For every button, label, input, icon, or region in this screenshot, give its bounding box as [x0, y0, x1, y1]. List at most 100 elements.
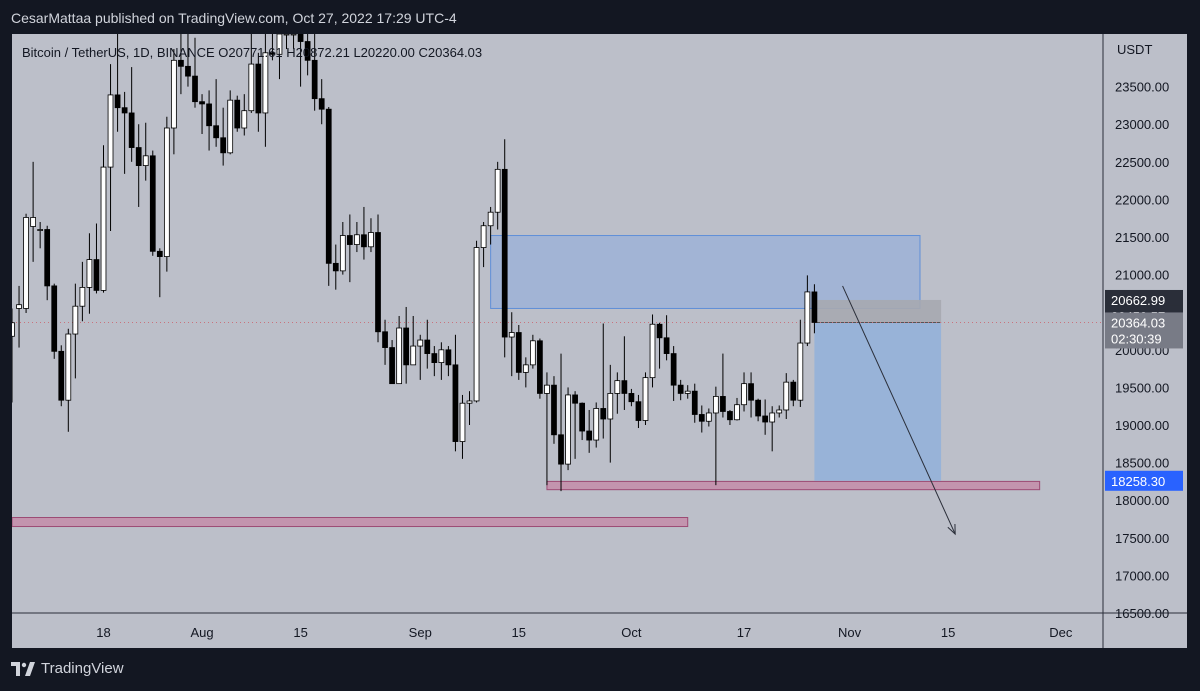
candle-down — [114, 94, 121, 109]
candle-up — [354, 234, 360, 245]
candle-up — [86, 259, 93, 288]
candle-up — [684, 390, 691, 394]
tradingview-logo-icon — [11, 661, 35, 676]
candle-down — [332, 262, 339, 272]
candle-down — [572, 394, 578, 404]
price-tick-label: 18000.00 — [1115, 493, 1169, 508]
time-tick-label: 17 — [737, 625, 751, 640]
candle-down — [628, 393, 635, 403]
candle-up — [12, 322, 15, 337]
candle-up — [649, 323, 656, 379]
candle-up — [480, 225, 487, 248]
candle-down — [255, 63, 262, 114]
candle-down — [318, 98, 325, 110]
candle-down — [445, 349, 452, 366]
candle-up — [163, 127, 170, 257]
candle-down — [551, 384, 557, 436]
time-tick-label: Oct — [621, 625, 642, 640]
candle-up — [417, 339, 424, 347]
price-tick-label: 17500.00 — [1115, 531, 1169, 546]
publish-info: CesarMattaa published on TradingView.com… — [11, 10, 457, 26]
candle-up — [142, 155, 149, 166]
price-tick-label: 22500.00 — [1115, 155, 1169, 170]
candle-up — [473, 247, 480, 402]
zone-supply-0 — [490, 235, 921, 309]
tradingview-logo[interactable]: TradingView — [11, 660, 124, 677]
time-tick-label: 18 — [96, 625, 110, 640]
candle-down — [382, 331, 388, 348]
time-tick-label: 15 — [293, 625, 307, 640]
time-tick-label: Sep — [409, 625, 432, 640]
candle-down — [185, 65, 191, 77]
candle-down — [149, 155, 156, 252]
candle-up — [783, 381, 790, 411]
time-tick-label: 15 — [941, 625, 955, 640]
candle-up — [607, 393, 614, 420]
zone-support-1 — [546, 480, 1041, 491]
price-tick-label: 21000.00 — [1115, 268, 1169, 283]
candle-up — [72, 305, 79, 335]
candle-up — [642, 377, 649, 421]
candle-up — [593, 408, 600, 441]
candle-down — [431, 353, 438, 364]
candle-up — [459, 402, 466, 442]
candle-up — [23, 217, 29, 309]
candle-up — [171, 59, 177, 129]
candle-up — [37, 229, 44, 231]
candle-up — [530, 340, 536, 366]
candle-up — [804, 291, 811, 344]
candle-down — [389, 347, 395, 385]
publish-bar: CesarMattaa published on TradingView.com… — [0, 0, 1200, 34]
candle-up — [100, 166, 107, 291]
candle-down — [670, 353, 677, 386]
candle-up — [396, 327, 402, 385]
candle-up — [466, 400, 473, 404]
candle-up — [65, 333, 72, 401]
price-axis-unit: USDT — [1117, 42, 1152, 57]
candle-down — [698, 414, 705, 422]
candle-down — [234, 99, 241, 129]
candlestick-chart[interactable]: Bitcoin / TetherUS, 1D, BINANCE O20771.6… — [12, 34, 1187, 648]
candle-up — [276, 34, 283, 55]
chart-area[interactable]: Bitcoin / TetherUS, 1D, BINANCE O20771.6… — [12, 34, 1187, 648]
candle-down — [135, 147, 142, 166]
zone-support-2 — [12, 517, 689, 528]
candle-down — [325, 108, 332, 264]
candle-down — [537, 340, 543, 394]
time-tick-label: Dec — [1049, 625, 1073, 640]
candle-up — [769, 412, 776, 423]
candle-down — [558, 434, 564, 465]
candle-down — [206, 103, 212, 127]
tradingview-brand: TradingView — [41, 660, 124, 677]
candle-up — [290, 34, 297, 36]
price-tag-value: 20364.03 — [1111, 315, 1165, 330]
candle-down — [213, 125, 219, 139]
price-tick-label: 17000.00 — [1115, 568, 1169, 583]
price-tag-value: 20662.99 — [1111, 293, 1165, 308]
candle-up — [262, 52, 269, 114]
candle-up — [544, 384, 550, 394]
time-tick-label: Nov — [838, 625, 862, 640]
zone-position-target-3 — [814, 322, 942, 481]
price-tick-label: 16500.00 — [1115, 606, 1169, 621]
price-tick-label: 23500.00 — [1115, 80, 1169, 95]
candle-down — [755, 399, 761, 417]
price-tick-label: 18500.00 — [1115, 456, 1169, 471]
candle-up — [705, 412, 712, 422]
candle-up — [741, 383, 747, 406]
price-tag-countdown: 02:30:39 — [1111, 331, 1162, 346]
forecast-arrow-head — [947, 524, 956, 536]
candle-down — [311, 59, 318, 100]
candle-down — [156, 250, 163, 257]
price-tick-label: 23000.00 — [1115, 117, 1169, 132]
candle-up — [776, 409, 783, 414]
candle-up — [241, 110, 248, 129]
ohlc-legend: Bitcoin / TetherUS, 1D, BINANCE O20771.6… — [22, 45, 482, 60]
candle-down — [403, 327, 410, 366]
candle-down — [269, 52, 276, 55]
candle-down — [727, 411, 733, 421]
time-tick-label: Aug — [190, 625, 213, 640]
candle-down — [790, 381, 797, 401]
candle-down — [58, 350, 65, 401]
candle-up — [797, 342, 804, 401]
